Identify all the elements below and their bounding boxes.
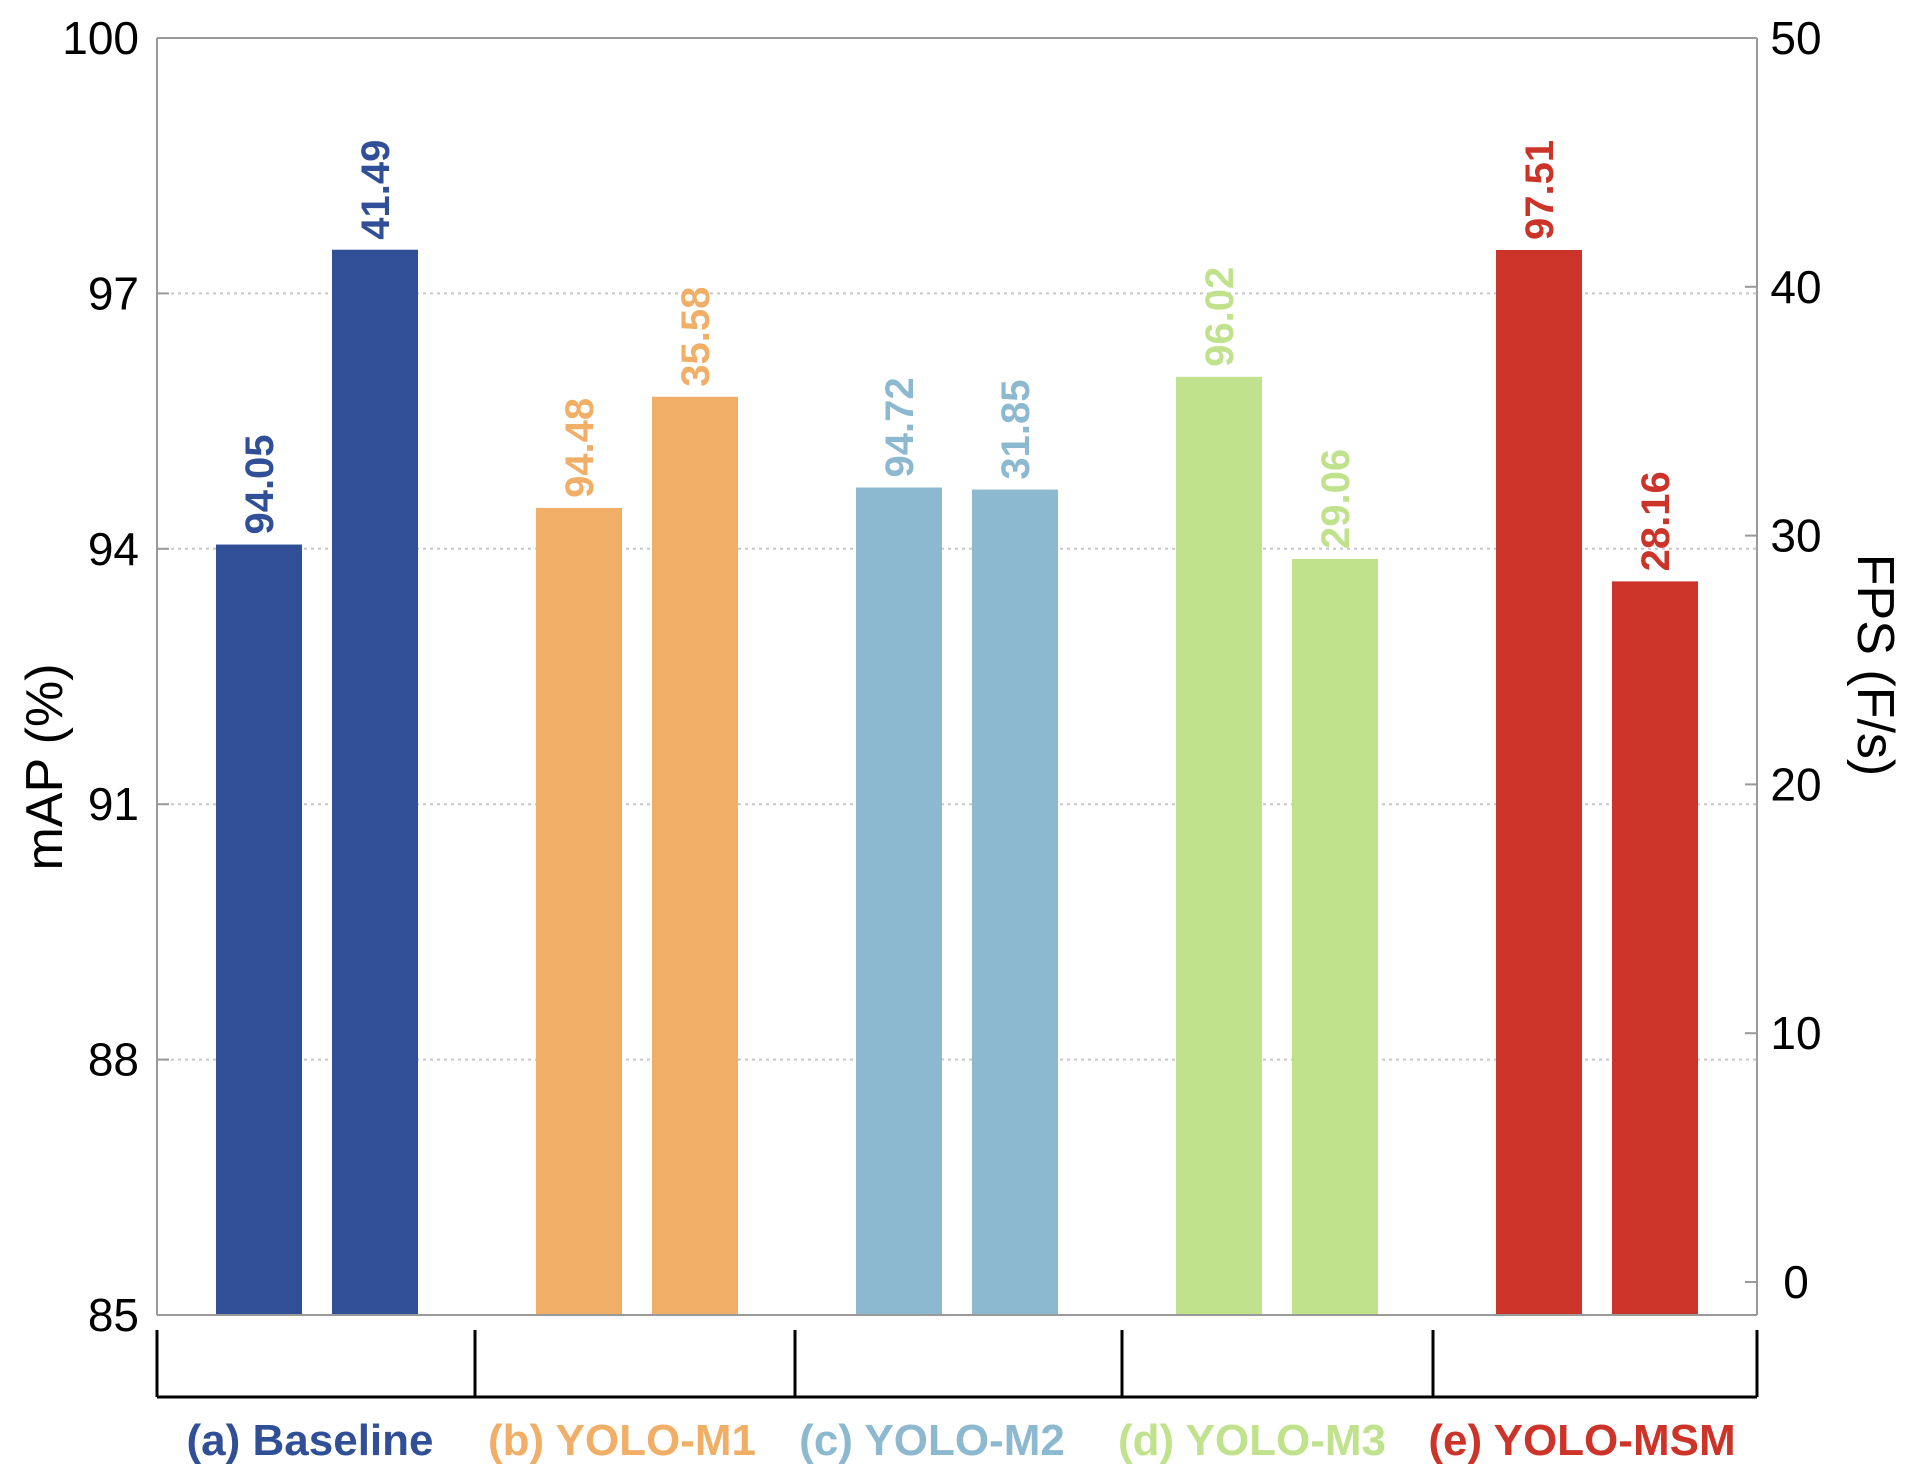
axes: 85 88 91 94 97 100 0 10 20 30 40 50 bbox=[62, 12, 1821, 1341]
right-tick-label: 40 bbox=[1770, 261, 1821, 313]
left-tick-label: 91 bbox=[88, 778, 139, 830]
category-label: (e) YOLO-MSM bbox=[1428, 1416, 1735, 1465]
bar-fps bbox=[1292, 558, 1378, 1315]
right-tick-label: 20 bbox=[1770, 758, 1821, 810]
right-axis-title: FPS (F/s) bbox=[1846, 554, 1904, 776]
bar-map bbox=[1176, 376, 1262, 1315]
bar-fps bbox=[972, 489, 1058, 1315]
bar-map bbox=[216, 544, 302, 1315]
bars bbox=[216, 249, 1698, 1316]
bar-fps-value-label: 41.49 bbox=[354, 140, 398, 240]
category-label: (d) YOLO-M3 bbox=[1118, 1416, 1386, 1465]
bar-map bbox=[1496, 249, 1582, 1316]
left-tick-label: 88 bbox=[88, 1034, 139, 1086]
left-tick-label: 97 bbox=[88, 267, 139, 319]
bar-map-value-label: 94.48 bbox=[558, 398, 602, 498]
right-tick-label: 30 bbox=[1770, 510, 1821, 562]
bar-fps-value-label: 31.85 bbox=[994, 379, 1038, 479]
category-label: (a) Baseline bbox=[187, 1416, 434, 1465]
bar-value-labels: 94.05 41.49 94.48 35.58 94.72 31.85 96.02 29.06… bbox=[238, 140, 1678, 572]
left-tick-label: 100 bbox=[62, 12, 139, 64]
bar-fps-value-label: 28.16 bbox=[1634, 471, 1678, 571]
bar-fps bbox=[332, 249, 418, 1316]
right-tick-label: 0 bbox=[1783, 1256, 1809, 1308]
bar-map-value-label: 94.05 bbox=[238, 434, 282, 534]
grid-lines bbox=[157, 292, 1757, 1061]
bar-map-value-label: 96.02 bbox=[1198, 267, 1242, 367]
bar-fps-value-label: 35.58 bbox=[674, 287, 718, 387]
category-labels: (a) Baseline (b) YOLO-M1 (c) YOLO-M2 (d) YO… bbox=[187, 1416, 1736, 1465]
category-bracket bbox=[155, 1330, 1759, 1399]
bar-map-value-label: 97.51 bbox=[1518, 140, 1562, 240]
right-tick-label: 50 bbox=[1770, 12, 1821, 64]
category-label: (b) YOLO-M1 bbox=[488, 1416, 756, 1465]
left-tick-label: 94 bbox=[88, 523, 139, 575]
bar-fps-value-label: 29.06 bbox=[1314, 449, 1358, 549]
bar-map bbox=[856, 487, 942, 1315]
bar-fps bbox=[1612, 581, 1698, 1315]
left-tick-label: 85 bbox=[88, 1289, 139, 1341]
category-label: (c) YOLO-M2 bbox=[799, 1416, 1065, 1465]
right-tick-label: 10 bbox=[1770, 1007, 1821, 1059]
bar-fps bbox=[652, 396, 738, 1315]
bar-map-value-label: 94.72 bbox=[878, 377, 922, 477]
bar-map bbox=[536, 507, 622, 1315]
left-axis-title: mAP (%) bbox=[16, 663, 74, 870]
